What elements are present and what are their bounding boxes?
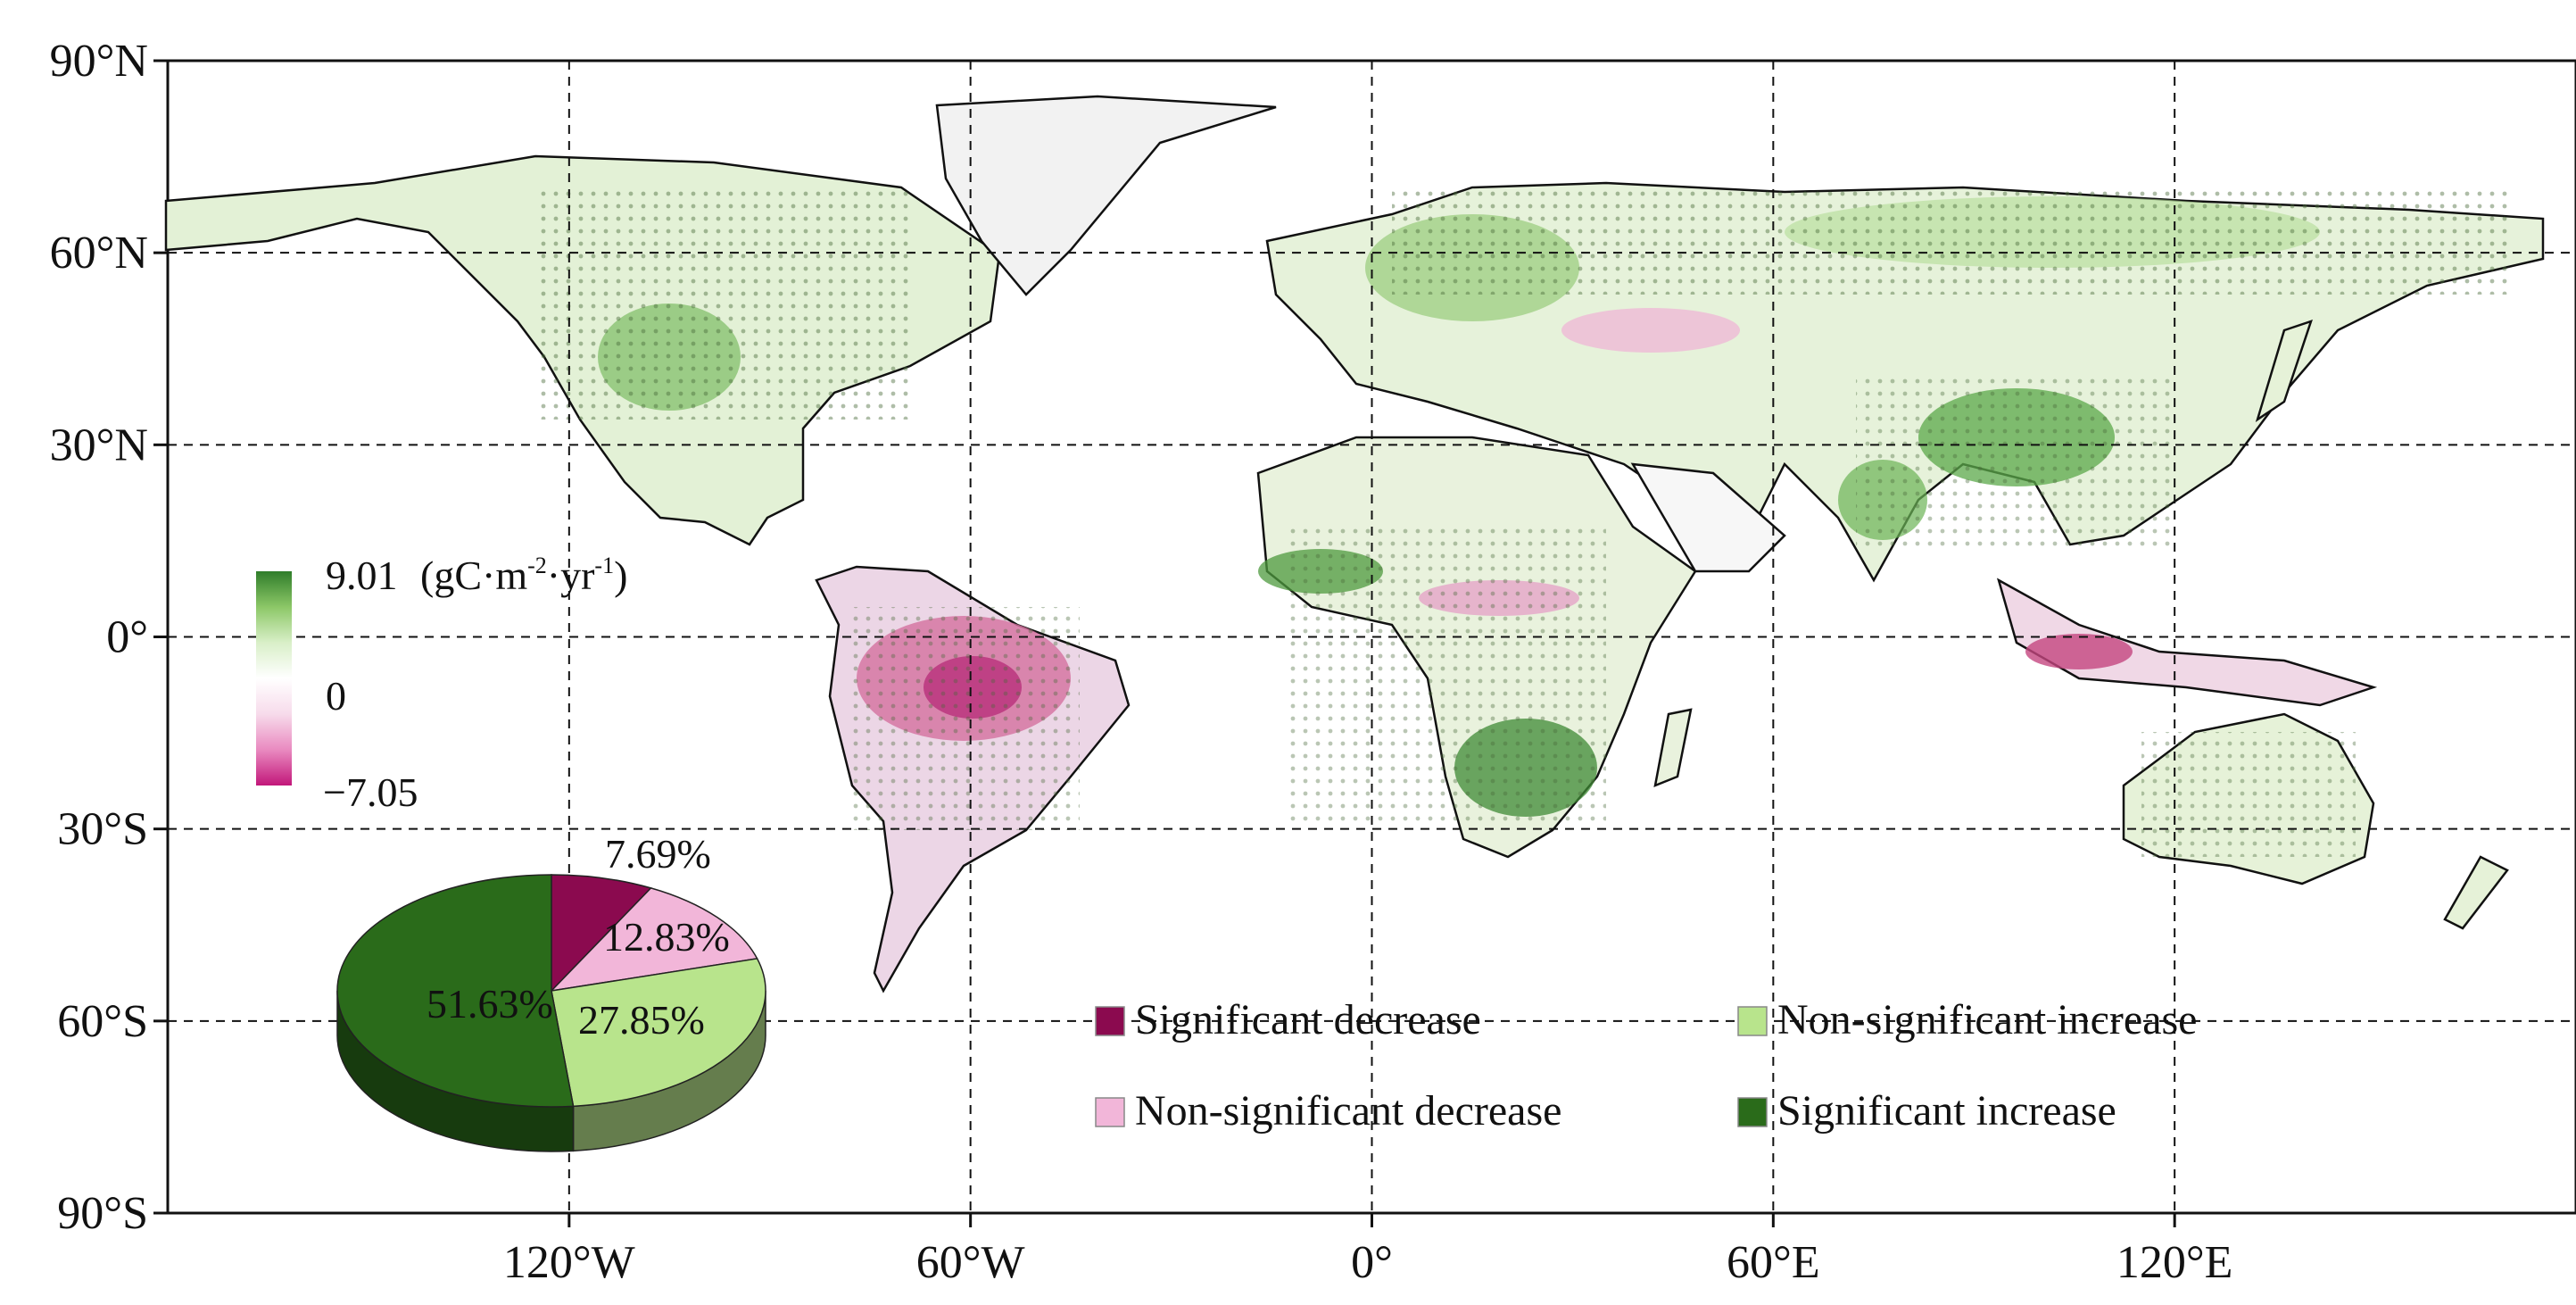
landmass-greenland (935, 95, 1277, 296)
pie-slice (549, 887, 758, 993)
legend-swatch (1737, 1097, 1768, 1127)
lat-tick-label: 0° (106, 612, 148, 663)
pie-slice (551, 874, 652, 993)
lat-tick-label: 30°N (50, 420, 148, 470)
stipple-north-america (535, 187, 910, 420)
stipple-africa (1285, 527, 1606, 821)
lon-tick-label: 60°W (916, 1237, 1025, 1288)
colorbar: 9.01 (gC·m-2·yr-1) 0 −7.05 (256, 553, 627, 815)
lon-tick-label: 60°E (1727, 1237, 1820, 1288)
latitude-axis: 90°N 60°N 30°N 0° 30°S 60°S 90°S (50, 36, 168, 1239)
legend-label: Non-significant increase (1777, 996, 2197, 1043)
stipple-asia (1856, 375, 2177, 553)
lat-tick-label: 30°S (57, 804, 148, 855)
lat-tick-label: 90°N (50, 36, 148, 87)
pie-chart: 7.69% 12.83% 27.85% 51.63% (336, 831, 766, 1152)
stipple-australia (2141, 732, 2356, 857)
lon-tick-label: 120°W (503, 1237, 635, 1288)
pie-slice-label: 7.69% (605, 831, 711, 877)
stipple-eurasia (1392, 187, 2507, 295)
lon-tick-label: 0° (1351, 1237, 1393, 1288)
longitude-axis: 120°W 60°W 0° 60°E 120°E (503, 1213, 2233, 1288)
lat-tick-label: 90°S (57, 1188, 148, 1239)
pie-slice (336, 874, 575, 1108)
legend: Significant decrease Non-significant incr… (1095, 996, 2197, 1135)
colorbar-mid-label: 0 (326, 673, 346, 719)
colorbar-ramp (256, 571, 292, 785)
lon-tick-label: 120°E (2116, 1237, 2233, 1288)
pie-slice-label: 27.85% (578, 997, 705, 1043)
stipple-south-america (848, 607, 1080, 830)
legend-swatch (1737, 1006, 1768, 1036)
legend-label: Significant decrease (1135, 996, 1481, 1043)
legend-swatch (1095, 1006, 1125, 1036)
landmass-new-zealand (2443, 855, 2509, 930)
pie-slice-label: 12.83% (603, 914, 730, 960)
landmass-madagascar (1653, 708, 1693, 788)
legend-label: Significant increase (1777, 1087, 2116, 1135)
pie-slice-label: 51.63% (427, 981, 553, 1027)
landmass-japan (2255, 320, 2313, 422)
legend-label: Non-significant decrease (1135, 1087, 1561, 1135)
patch-central-asia-decrease (1561, 308, 1740, 353)
lat-tick-label: 60°S (57, 996, 148, 1047)
pie-slice (551, 958, 766, 1108)
lat-tick-label: 60°N (50, 228, 148, 278)
colorbar-max-label: 9.01 (gC·m-2·yr-1) (326, 553, 627, 598)
significance-stippling (535, 187, 2507, 857)
colorbar-min-label: −7.05 (323, 769, 418, 815)
patch-indonesia-decrease (2025, 634, 2133, 669)
legend-swatch (1095, 1097, 1125, 1127)
landmass-arabia (1630, 462, 1786, 573)
